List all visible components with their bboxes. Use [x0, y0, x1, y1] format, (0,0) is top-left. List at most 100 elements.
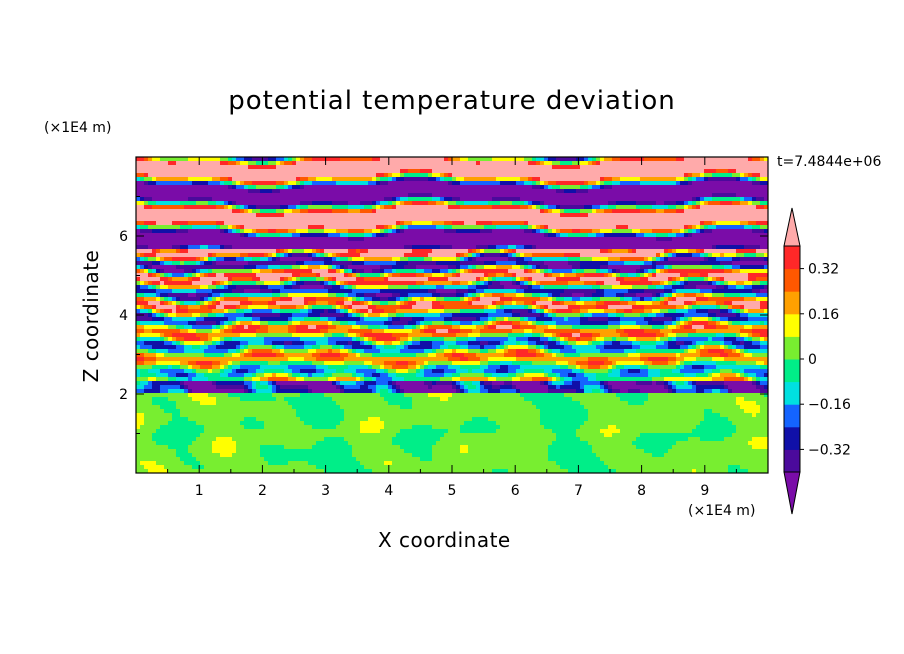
contour-cell	[296, 233, 301, 238]
contour-cell	[540, 157, 545, 162]
contour-cell	[156, 201, 161, 206]
contour-cell	[676, 277, 681, 282]
contour-cell	[236, 281, 241, 286]
contour-cell	[232, 185, 237, 190]
contour-cell	[168, 281, 173, 286]
contour-cell	[316, 201, 321, 206]
contour-cell	[376, 177, 381, 182]
contour-cell	[692, 173, 697, 178]
contour-cell	[552, 161, 557, 166]
contour-cell	[492, 277, 497, 282]
contour-cell	[148, 209, 153, 214]
contour-cell	[576, 237, 581, 242]
contour-cell	[720, 217, 725, 222]
contour-cell	[744, 269, 749, 274]
contour-cell	[628, 225, 633, 230]
contour-cell	[560, 229, 565, 234]
contour-cell	[464, 217, 469, 222]
contour-cell	[468, 221, 473, 226]
contour-cell	[456, 205, 461, 210]
contour-cell	[476, 257, 481, 262]
contour-cell	[272, 169, 277, 174]
contour-cell	[240, 253, 245, 258]
contour-cell	[492, 205, 497, 210]
contour-cell	[332, 237, 337, 242]
contour-cell	[724, 157, 729, 162]
contour-cell	[636, 165, 641, 170]
contour-cell	[540, 241, 545, 246]
contour-cell	[236, 249, 241, 254]
contour-cell	[572, 261, 577, 266]
contour-cell	[156, 257, 161, 262]
contour-cell	[500, 281, 505, 286]
contour-cell	[616, 185, 621, 190]
contour-cell	[140, 189, 145, 194]
contour-cell	[328, 221, 333, 226]
contour-cell	[236, 181, 241, 186]
contour-cell	[444, 249, 449, 254]
contour-cell	[560, 197, 565, 202]
contour-cell	[184, 249, 189, 254]
contour-cell	[552, 249, 557, 254]
contour-cell	[704, 173, 709, 178]
contour-cell	[488, 261, 493, 266]
contour-cell	[352, 265, 357, 270]
contour-cell	[228, 185, 233, 190]
contour-cell	[436, 213, 441, 218]
contour-cell	[400, 253, 405, 258]
contour-cell	[380, 161, 385, 166]
contour-cell	[516, 201, 521, 206]
contour-cell	[160, 173, 165, 178]
contour-cell	[756, 265, 761, 270]
contour-cell	[716, 165, 721, 170]
contour-cell	[612, 205, 617, 210]
contour-cell	[716, 241, 721, 246]
contour-cell	[620, 221, 625, 226]
contour-cell	[340, 273, 345, 278]
contour-cell	[272, 205, 277, 210]
contour-cell	[176, 261, 181, 266]
contour-cell	[604, 245, 609, 250]
contour-cell	[496, 165, 501, 170]
contour-cell	[728, 253, 733, 258]
contour-cell	[364, 241, 369, 246]
contour-cell	[452, 165, 457, 170]
contour-cell	[480, 165, 485, 170]
contour-cell	[496, 277, 501, 282]
contour-cell	[696, 217, 701, 222]
contour-cell	[580, 157, 585, 162]
contour-cell	[648, 249, 653, 254]
contour-cell	[472, 265, 477, 270]
contour-cell	[760, 225, 765, 230]
contour-cell	[148, 217, 153, 222]
contour-cell	[404, 205, 409, 210]
contour-cell	[484, 249, 489, 254]
contour-cell	[744, 237, 749, 242]
contour-cell	[384, 249, 389, 254]
contour-cell	[456, 249, 461, 254]
contour-cell	[644, 217, 649, 222]
contour-cell	[404, 177, 409, 182]
contour-cell	[644, 265, 649, 270]
contour-cell	[608, 185, 613, 190]
contour-cell	[332, 181, 337, 186]
contour-cell	[552, 233, 557, 238]
contour-cell	[764, 181, 768, 186]
contour-cell	[380, 277, 385, 282]
contour-cell	[404, 209, 409, 214]
contour-cell	[320, 245, 325, 250]
contour-cell	[480, 189, 485, 194]
contour-cell	[232, 237, 237, 242]
contour-cell	[596, 185, 601, 190]
contour-cell	[272, 253, 277, 258]
contour-cell	[160, 161, 165, 166]
contour-cell	[528, 245, 533, 250]
contour-cell	[276, 193, 281, 198]
contour-cell	[644, 273, 649, 278]
contour-cell	[296, 173, 301, 178]
contour-cell	[612, 165, 617, 170]
contour-cell	[420, 225, 425, 230]
contour-cell	[620, 253, 625, 258]
contour-cell	[684, 221, 689, 226]
contour-cell	[248, 165, 253, 170]
